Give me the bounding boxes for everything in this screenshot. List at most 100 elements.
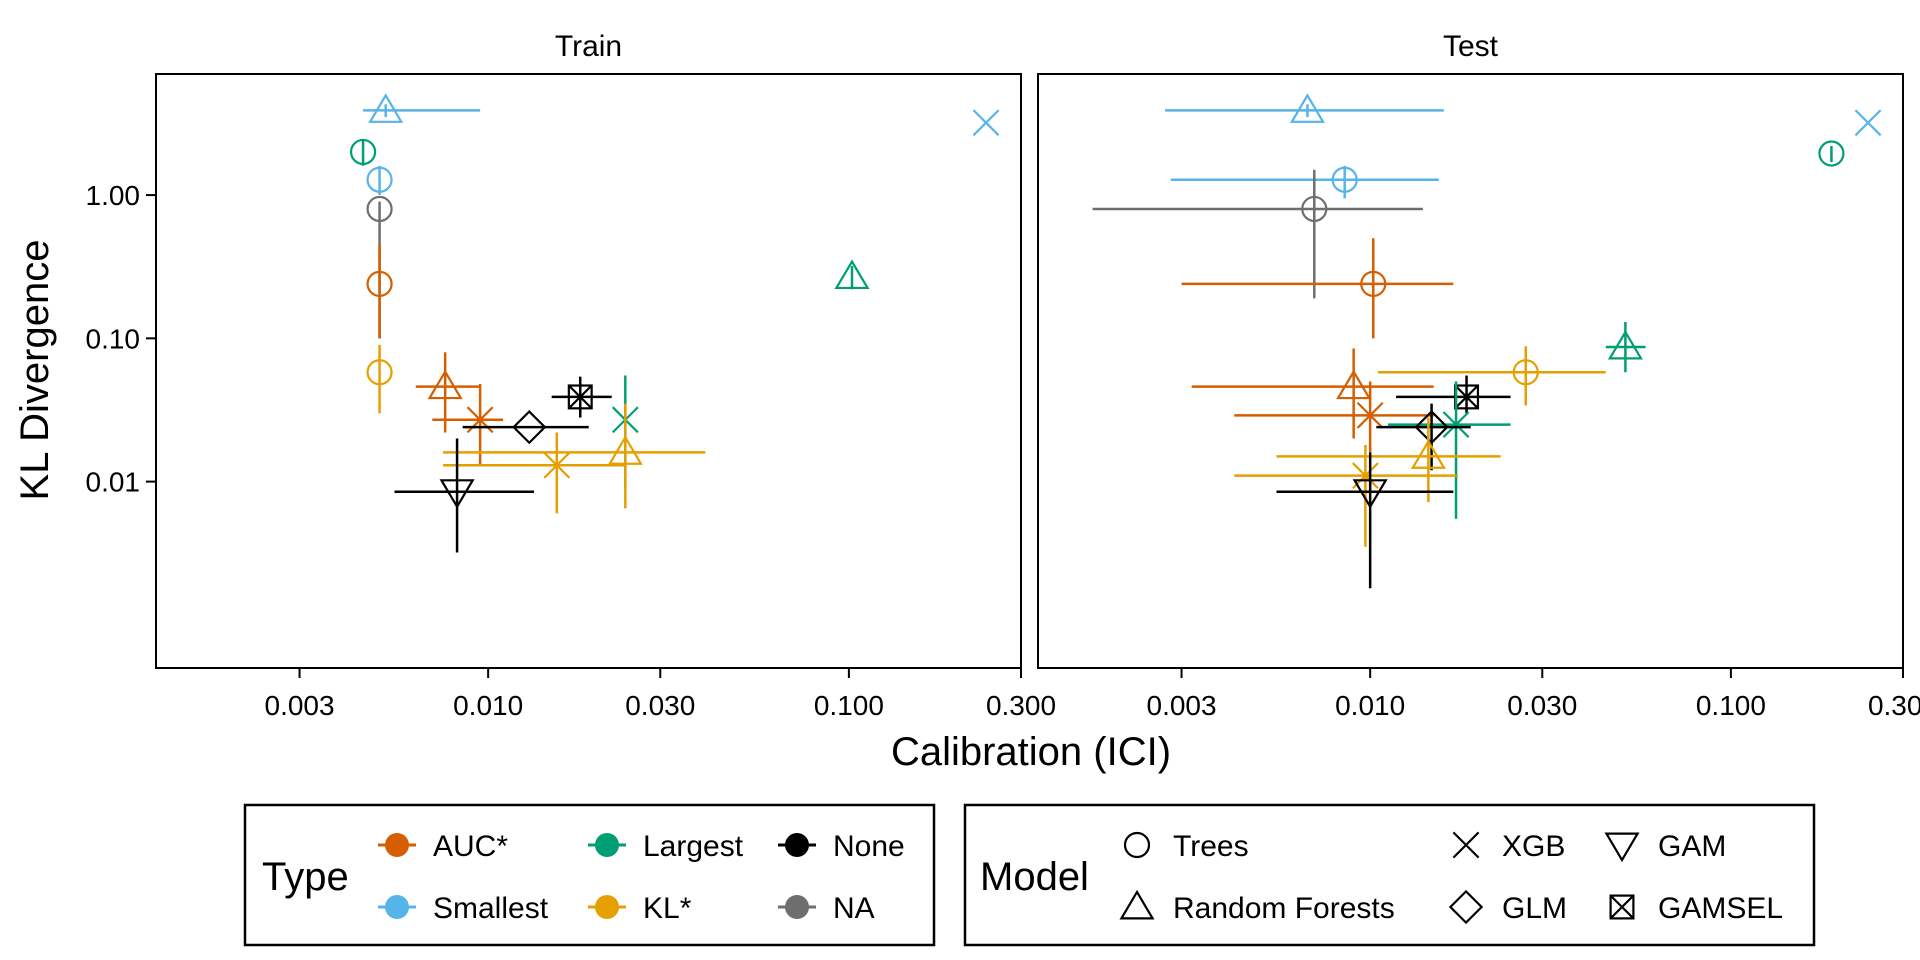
panel-frame (155, 73, 1022, 669)
xgb-marker (543, 451, 571, 479)
data-point (1818, 140, 1845, 167)
panel-title: Test (1443, 30, 1499, 63)
legend-key-dot (595, 895, 619, 919)
model-legend-item: GAMSEL (1609, 892, 1783, 925)
model-legend-label: Random Forests (1173, 892, 1395, 925)
xgb-marker (1356, 401, 1384, 429)
random-forests-marker (1410, 439, 1446, 469)
data-point (1377, 346, 1606, 406)
glm-marker (1448, 889, 1484, 925)
trees-marker (366, 195, 393, 223)
model-legend-title: Model (980, 855, 1089, 899)
type-legend-label: None (833, 830, 905, 863)
gam-marker (439, 479, 475, 509)
data-point (1234, 381, 1434, 453)
data-point (363, 93, 481, 123)
y-tick-label: 0.10 (86, 323, 141, 354)
xgb-marker (1452, 831, 1480, 859)
panel-frame (1037, 73, 1904, 669)
data-point (1387, 381, 1511, 519)
model-legend: Model Trees Random Forests XGB GLM GAM GAMSEL (963, 803, 1816, 947)
data-point (366, 165, 393, 196)
x-tick-label: 0.003 (265, 690, 335, 721)
x-tick-label: 0.010 (1335, 690, 1405, 721)
model-legend-box (963, 803, 1816, 947)
type-legend-item: AUC* (378, 830, 508, 863)
trees-marker (366, 270, 393, 297)
legend-key-dot (595, 833, 619, 857)
random-forests-marker (1336, 369, 1372, 400)
glm-marker (512, 409, 547, 445)
x-tick-label: 0.100 (814, 690, 884, 721)
data-point (1092, 169, 1423, 299)
data-point (1191, 348, 1434, 439)
trees-marker (1818, 140, 1845, 167)
panel-train: Train 0.003 0.010 0.030 0.100 0.300 1.00 0.10 0.… (86, 30, 1057, 721)
model-legend-label: GAM (1658, 830, 1726, 863)
model-legend-item: Random Forests (1119, 889, 1395, 925)
data-point (1376, 403, 1471, 471)
x-tick-label: 0.010 (453, 690, 523, 721)
y-axis-title: KL Divergence (13, 240, 57, 501)
data-point (394, 438, 535, 553)
type-legend-label: NA (833, 892, 875, 925)
gamsel-marker (567, 384, 593, 410)
data-point (1396, 375, 1511, 414)
random-forests-marker (1607, 329, 1643, 360)
type-legend-item: None (778, 830, 905, 863)
data-point (1276, 417, 1501, 503)
data-point (1276, 452, 1454, 589)
data-point (462, 409, 589, 445)
data-point (551, 376, 612, 418)
random-forests-marker (368, 93, 404, 123)
model-legend-label: XGB (1502, 830, 1565, 863)
y-tick-label: 1.00 (86, 180, 141, 211)
legend-key-dot (785, 895, 809, 919)
panels-layer: Train 0.003 0.010 0.030 0.100 0.300 1.00 0.10 0.… (86, 30, 1920, 721)
trees-marker (1331, 166, 1358, 193)
data-point (972, 109, 1000, 137)
trees-marker (1301, 195, 1328, 223)
type-legend-item: Largest (588, 830, 744, 863)
type-legend-items: AUC* Smallest Largest KL* None NA (378, 830, 905, 925)
random-forests-marker (607, 435, 643, 465)
trees-marker (349, 138, 377, 166)
model-legend-item: Trees (1123, 830, 1249, 863)
trees-marker (366, 166, 393, 193)
type-legend-box (243, 803, 936, 947)
xgb-marker (1442, 411, 1470, 438)
legend-key-dot (385, 833, 409, 857)
model-legend-items: Trees Random Forests XGB GLM GAM GAMSEL (1119, 830, 1783, 925)
legend-key-dot (385, 895, 409, 919)
gamsel-marker (1609, 894, 1635, 920)
x-tick-label: 0.003 (1147, 690, 1217, 721)
data-point (443, 403, 706, 509)
random-forests-marker (427, 369, 463, 400)
model-legend-label: Trees (1173, 830, 1249, 863)
y-tick-label: 0.01 (86, 467, 141, 498)
random-forests-marker (1289, 93, 1325, 123)
data-point (366, 344, 393, 414)
panel-test: Test 0.003 0.010 0.030 0.100 0.300 (1037, 30, 1920, 721)
panel-title: Train (555, 30, 622, 63)
data-point (1170, 165, 1439, 199)
trees-marker (1360, 270, 1387, 297)
trees-marker (366, 359, 393, 386)
data-point (1181, 238, 1454, 339)
x-axis-title: Calibration (ICI) (891, 730, 1171, 774)
gamsel-marker-cross (568, 384, 593, 410)
data-point (1165, 93, 1444, 123)
data-point (443, 432, 626, 514)
data-point (1234, 445, 1458, 547)
type-legend: Type AUC* Smallest Largest KL* None NA (243, 803, 936, 947)
data-point (1605, 322, 1646, 373)
type-legend-label: Smallest (433, 892, 549, 925)
trees-marker (1512, 359, 1539, 386)
type-legend-item: KL* (588, 892, 692, 925)
x-tick-label: 0.030 (1507, 690, 1577, 721)
model-legend-item: XGB (1452, 830, 1565, 863)
gamsel-marker-cross (1454, 384, 1479, 410)
model-legend-item: GLM (1448, 889, 1567, 925)
x-tick-label: 0.300 (1868, 690, 1920, 721)
